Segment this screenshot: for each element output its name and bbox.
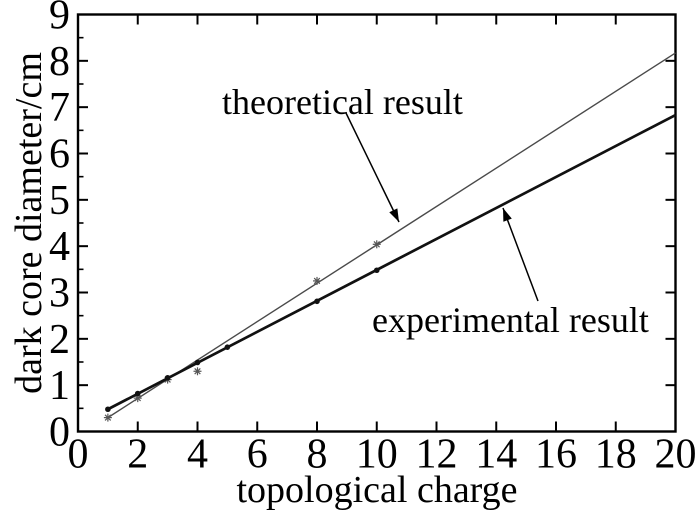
- annotation-arrowhead: [389, 208, 399, 222]
- y-tick-label: 0: [49, 410, 70, 456]
- x-tick-label: 16: [535, 432, 577, 478]
- x-tick-label: 10: [356, 432, 398, 478]
- y-tick-label: 6: [49, 132, 70, 178]
- y-tick-label: 7: [49, 85, 70, 131]
- theoretical-result-line: [107, 52, 676, 419]
- y-tick-label: 9: [49, 0, 70, 39]
- x-tick-label: 2: [127, 432, 148, 478]
- dot-marker: [105, 406, 111, 413]
- x-tick-label: 0: [68, 432, 89, 478]
- x-tick-label: 6: [247, 432, 268, 478]
- star-marker: [373, 241, 381, 248]
- experimental-result-line: [107, 113, 677, 411]
- y-tick-label: 2: [49, 317, 70, 363]
- dot-marker: [373, 267, 380, 274]
- y-tick-label: 8: [49, 39, 70, 85]
- x-tick-label: 18: [595, 432, 637, 478]
- dot-marker: [314, 298, 320, 305]
- y-tick-label: 5: [49, 178, 70, 224]
- plot-frame: [76, 13, 677, 433]
- dot-marker: [224, 344, 231, 350]
- y-tick-label: 4: [49, 224, 70, 270]
- x-tick-label: 20: [655, 432, 697, 478]
- star-marker: [134, 394, 142, 402]
- dot-marker: [134, 390, 141, 397]
- star-marker: [313, 277, 321, 285]
- x-tick-label: 4: [187, 432, 208, 478]
- y-tick-label: 3: [49, 271, 70, 317]
- annotation-arrow: [345, 112, 400, 223]
- star-marker: [194, 368, 201, 375]
- annotation-arrowhead: [503, 208, 512, 222]
- x-tick-label: 14: [475, 432, 517, 478]
- y-tick-label: 1: [49, 363, 70, 409]
- dot-marker: [194, 359, 201, 366]
- x-tick-label: 8: [307, 432, 328, 478]
- star-marker: [104, 414, 112, 421]
- dot-marker: [164, 374, 171, 381]
- x-tick-label: 12: [416, 432, 458, 478]
- annotation-arrow: [502, 207, 539, 302]
